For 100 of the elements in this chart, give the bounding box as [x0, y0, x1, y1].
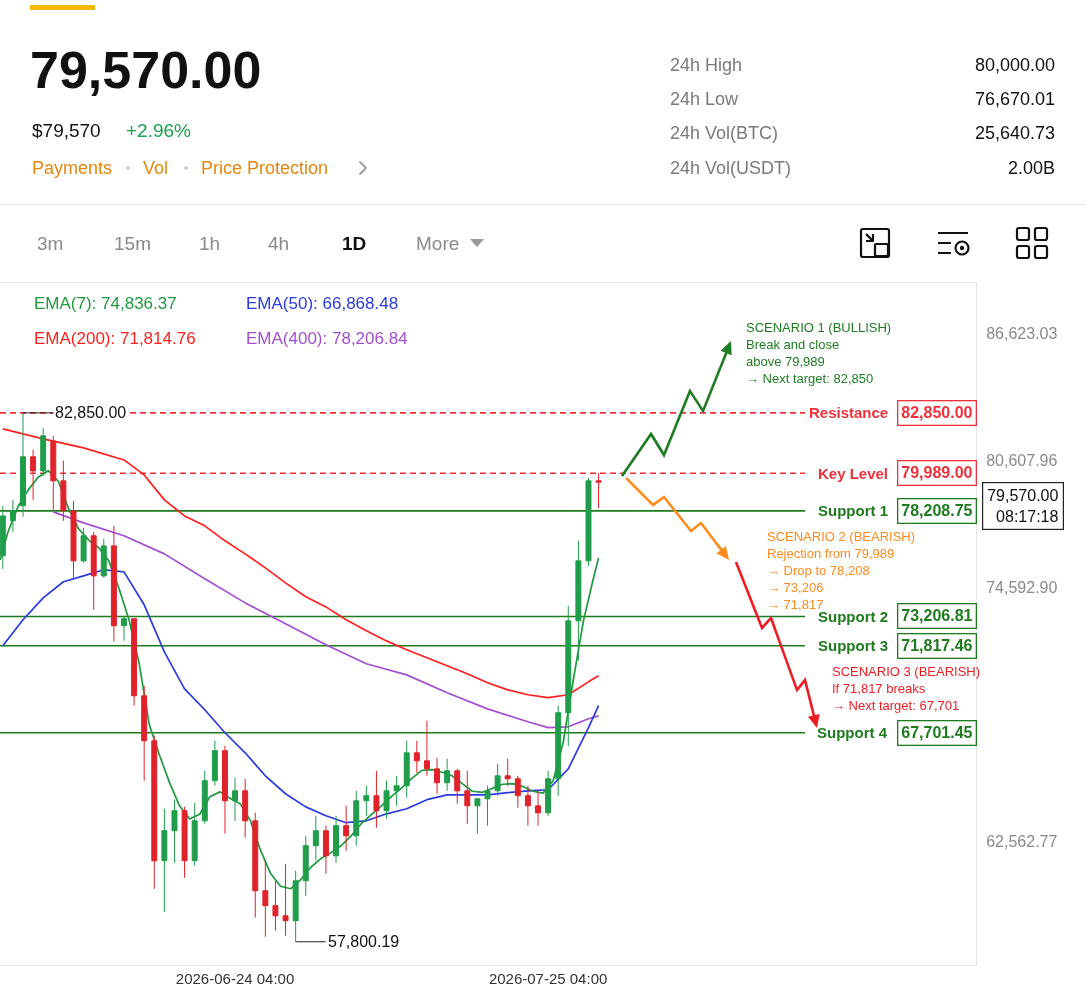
- line-series: [1, 428, 600, 699]
- candlestick: [141, 685, 148, 782]
- text: Vol: [143, 158, 169, 178]
- candlestick: [272, 880, 279, 932]
- candlestick: [242, 778, 249, 839]
- text: Price Protection: [201, 158, 329, 178]
- line-series: [52, 511, 600, 729]
- text: 1h: [199, 233, 221, 254]
- candlestick: [9, 499, 16, 533]
- candlestick: [434, 757, 440, 795]
- candlestick: [100, 538, 107, 579]
- candlestick: [181, 806, 188, 879]
- text: 4h: [268, 233, 290, 254]
- candlestick: [201, 770, 208, 825]
- ref-line-label: Resistance: [809, 404, 889, 421]
- candlestick: [444, 758, 451, 792]
- candlestick: [50, 435, 57, 511]
- candlestick: [252, 812, 259, 919]
- candlestick: [504, 758, 511, 787]
- text: EMA(400): 78,206.84: [246, 329, 408, 348]
- y-tick-label: 80,607.96: [986, 451, 1058, 469]
- annotation: SCENARIO 1 (BULLISH) Break and close above 79,989 → Next target: 82,850: [746, 320, 892, 386]
- candlestick: [312, 815, 319, 862]
- candlestick: [171, 799, 178, 864]
- candlestick: [191, 802, 198, 867]
- candlestick: [121, 616, 127, 642]
- text: 24h Vol(USDT): [670, 158, 792, 178]
- candlestick: [555, 705, 562, 797]
- ref-line-label: Support 3: [818, 637, 888, 654]
- text: $79,570: [32, 120, 101, 141]
- annotation: 71,817.46: [901, 637, 973, 655]
- annotation: 82,850.00: [55, 404, 127, 421]
- text: 79,570.00 08:17:18: [987, 487, 1059, 525]
- candlestick: [535, 790, 541, 827]
- ref-line-label: Support 2: [818, 608, 888, 625]
- text: 1D: [342, 233, 367, 254]
- text: 24h High: [670, 55, 743, 75]
- y-tick-label: 86,623.03: [986, 324, 1058, 342]
- candlestick: [474, 797, 481, 835]
- annotation: SCENARIO 3 (BEARISH) If 71,817 breaks → Next target: 67,701: [832, 664, 981, 713]
- candlestick: [545, 770, 552, 817]
- x-tick-label: 2026-06-24 04:00: [175, 970, 295, 987]
- candlestick: [161, 808, 168, 913]
- candlestick: [232, 777, 239, 822]
- text: 25,640.73: [975, 123, 1056, 143]
- candlestick: [393, 775, 400, 807]
- annotation: 78,208.75: [901, 502, 973, 520]
- candlestick: [30, 449, 37, 501]
- text: Payments: [32, 158, 113, 178]
- annotation: 57,800.19: [328, 933, 400, 950]
- candlestick: [413, 740, 420, 774]
- candlestick: [585, 477, 592, 567]
- candlestick: [90, 531, 97, 611]
- candlestick: [595, 472, 602, 509]
- candlestick: [131, 618, 138, 707]
- candlestick: [262, 860, 269, 938]
- y-tick-label: 74,592.90: [986, 578, 1058, 596]
- text: EMA(7): 74,836.37: [34, 294, 177, 313]
- annotation: 79,989.00: [901, 464, 973, 482]
- candlestick: [60, 460, 67, 522]
- text: 79,570.00: [30, 41, 262, 99]
- candlestick: [151, 735, 158, 890]
- annotation: 67,701.45: [901, 724, 973, 742]
- candlestick: [403, 740, 410, 799]
- text: 24h Vol(BTC): [670, 123, 779, 143]
- candlestick: [383, 780, 390, 820]
- x-tick-label: 2026-07-25 04:00: [488, 970, 608, 987]
- candlestick: [333, 815, 340, 864]
- candlestick: [484, 785, 491, 827]
- text: 2.00B: [1008, 158, 1056, 178]
- candlestick: [343, 805, 350, 852]
- candlestick: [575, 540, 582, 662]
- candlestick: [110, 525, 117, 643]
- text: EMA(200): 71,814.76: [34, 329, 196, 348]
- ref-line-label: Key Level: [818, 465, 889, 482]
- candlestick: [423, 720, 430, 777]
- candlestick: [353, 790, 360, 847]
- text: +2.96%: [126, 120, 192, 141]
- text: 76,670.01: [975, 89, 1056, 109]
- candlestick: [494, 763, 501, 797]
- ref-line-label: Support 1: [818, 502, 888, 519]
- candlestick: [464, 770, 471, 825]
- text: More: [416, 233, 460, 254]
- candlestick: [211, 740, 218, 787]
- candlestick: [524, 785, 531, 827]
- candlestick: [565, 605, 572, 747]
- candlestick: [322, 825, 329, 875]
- text: 24h Low: [670, 89, 740, 109]
- ref-line-label: Support 4: [817, 724, 888, 741]
- text: 80,000.00: [975, 55, 1056, 75]
- text: 15m: [114, 233, 151, 254]
- candlestick: [363, 785, 370, 817]
- candlestick: [373, 770, 380, 829]
- line-series: [1, 568, 600, 824]
- candlestick: [454, 768, 461, 805]
- candlestick: [282, 863, 289, 937]
- candlestick: [221, 745, 228, 835]
- text: 3m: [37, 233, 64, 254]
- candlestick: [70, 500, 77, 579]
- text: EMA(50): 66,868.48: [246, 294, 399, 313]
